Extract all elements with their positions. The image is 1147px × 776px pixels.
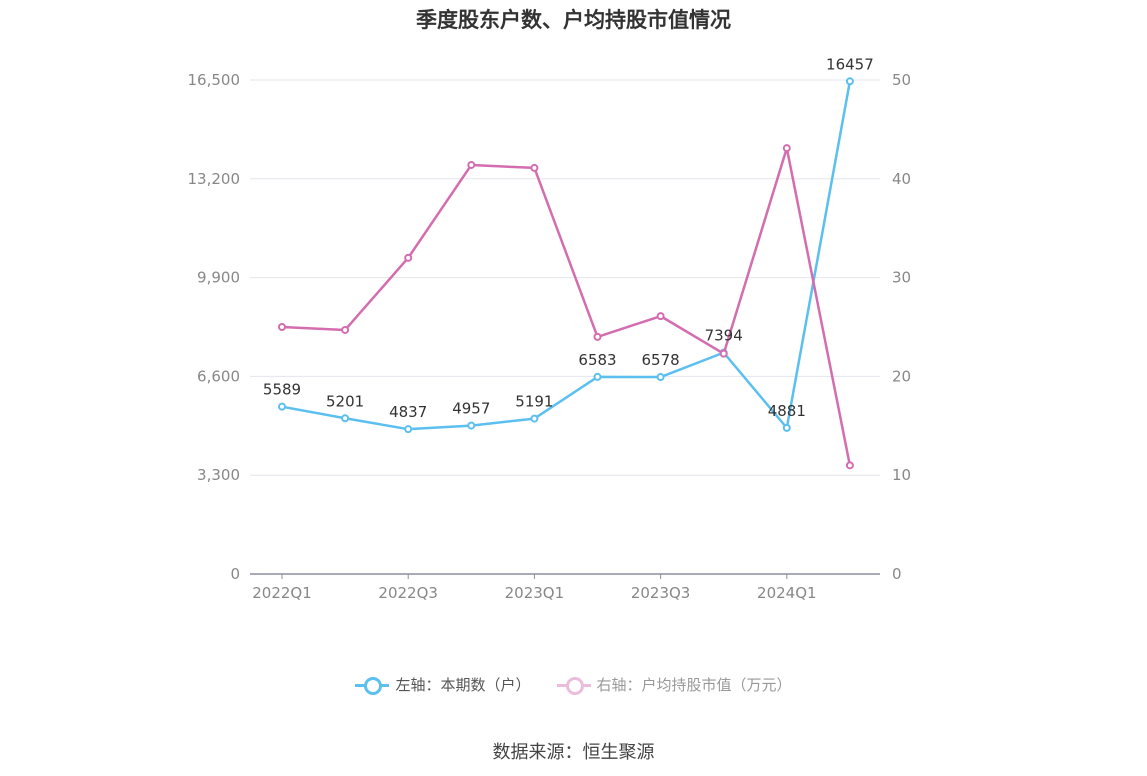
data-point bbox=[593, 372, 602, 381]
right-tick-label: 10 bbox=[892, 466, 911, 484]
left-tick-label: 6,600 bbox=[197, 367, 240, 385]
data-point bbox=[530, 414, 539, 423]
x-tick-label: 2023Q1 bbox=[505, 584, 565, 602]
right-tick-label: 0 bbox=[892, 565, 902, 583]
series-line-holders bbox=[281, 81, 852, 431]
data-point bbox=[530, 163, 539, 172]
right-tick-label: 40 bbox=[892, 170, 911, 188]
data-point bbox=[467, 160, 476, 169]
data-point bbox=[845, 461, 854, 470]
left-tick-label: 16,500 bbox=[188, 71, 241, 89]
data-label: 5589 bbox=[263, 381, 301, 399]
data-label: 6578 bbox=[642, 351, 680, 369]
data-point bbox=[782, 423, 791, 432]
source-note: 数据来源：恒生聚源 bbox=[492, 742, 655, 763]
data-label: 16457 bbox=[826, 55, 874, 73]
series-line-avg-value bbox=[281, 146, 852, 466]
x-axis: 2022Q1 2022Q3 2023Q1 2023Q3 2024Q1 bbox=[250, 573, 880, 602]
data-point bbox=[278, 402, 286, 411]
data-label: 7394 bbox=[705, 327, 743, 345]
series-layer bbox=[278, 77, 854, 470]
right-tick-label: 30 bbox=[892, 269, 911, 287]
data-point bbox=[404, 425, 413, 434]
x-tick-label: 2023Q3 bbox=[631, 584, 691, 602]
data-point bbox=[656, 312, 665, 321]
data-point bbox=[593, 332, 602, 341]
legend-item-left-series[interactable]: 左轴：本期数（户） bbox=[355, 674, 531, 695]
legend-swatch-left bbox=[355, 675, 390, 695]
left-tick-label: 13,200 bbox=[188, 170, 241, 188]
data-point bbox=[845, 77, 854, 86]
grid-lines bbox=[250, 79, 880, 476]
legend-label-left: 左轴：本期数（户） bbox=[395, 676, 531, 694]
right-tick-label: 50 bbox=[892, 71, 911, 89]
data-point bbox=[341, 414, 350, 423]
data-label: 4881 bbox=[768, 402, 806, 420]
data-point bbox=[656, 373, 665, 382]
right-tick-label: 20 bbox=[892, 367, 911, 385]
legend: 左轴：本期数（户） 右轴：户均持股市值（万元） bbox=[0, 674, 1147, 695]
line-chart: 0 3,300 6,600 9,900 13,200 16,500 0 10 20 30 40 50… bbox=[188, 55, 912, 602]
x-tick-label: 2024Q1 bbox=[757, 584, 817, 602]
data-label: 5191 bbox=[515, 393, 553, 411]
right-axis-ticks: 0 10 20 30 40 50 bbox=[892, 71, 911, 583]
data-point bbox=[782, 144, 791, 153]
x-tick-label: 2022Q3 bbox=[378, 584, 438, 602]
left-tick-label: 3,300 bbox=[197, 466, 240, 484]
chart-title: 季度股东户数、户均持股市值情况 bbox=[416, 8, 731, 32]
x-tick-label: 2022Q1 bbox=[252, 584, 312, 602]
data-point bbox=[341, 325, 350, 334]
left-axis-ticks: 0 3,300 6,600 9,900 13,200 16,500 bbox=[188, 71, 241, 583]
left-tick-label: 0 bbox=[230, 565, 240, 583]
data-point bbox=[719, 349, 728, 358]
data-point bbox=[278, 323, 286, 331]
data-label: 6583 bbox=[578, 351, 616, 369]
legend-swatch-right bbox=[556, 675, 591, 695]
data-label: 4957 bbox=[452, 400, 490, 418]
data-point bbox=[404, 253, 413, 262]
data-labels: 5589 5201 4837 4957 5191 6583 6578 7394 4881 1645… bbox=[263, 55, 874, 421]
data-label: 4837 bbox=[389, 403, 427, 421]
legend-label-right: 右轴：户均持股市值（万元） bbox=[596, 676, 792, 694]
left-tick-label: 9,900 bbox=[197, 269, 240, 287]
data-label: 5201 bbox=[326, 392, 364, 410]
legend-item-right-series[interactable]: 右轴：户均持股市值（万元） bbox=[556, 674, 792, 695]
data-point bbox=[467, 421, 476, 430]
